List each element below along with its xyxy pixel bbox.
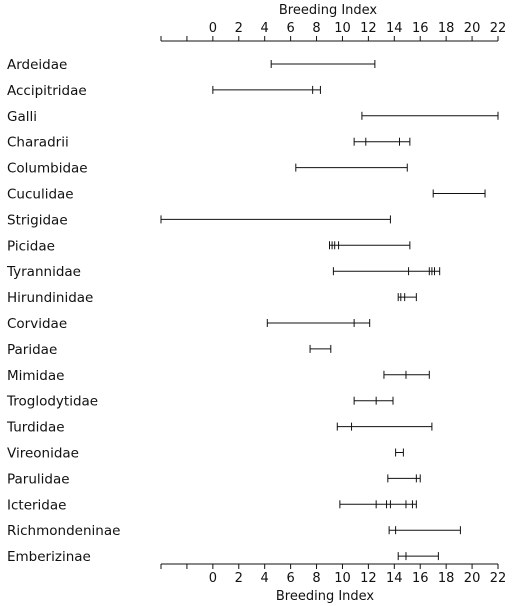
family-row: Galli — [7, 109, 499, 125]
family-row: Accipitridae — [7, 83, 321, 99]
family-label: Strigidae — [7, 212, 68, 228]
bottom-tick-label: 20 — [464, 571, 481, 586]
family-label: Hirundinidae — [7, 290, 93, 306]
family-label: Mimidae — [7, 368, 64, 384]
top-tick-label: 12 — [360, 21, 377, 36]
family-row: Tyrannidae — [6, 264, 441, 280]
family-row: Strigidae — [7, 212, 391, 228]
family-label: Vireonidae — [7, 446, 79, 462]
family-row: Richmondeninae — [7, 523, 461, 539]
bottom-tick-label: 12 — [360, 571, 377, 586]
bottom-tick-label: 6 — [286, 571, 294, 586]
bottom-tick-label: 8 — [312, 571, 320, 586]
family-row: Charadrii — [7, 135, 411, 151]
bottom-tick-label: 4 — [261, 571, 269, 586]
family-row: Picidae — [7, 238, 411, 254]
family-row: Columbidae — [7, 161, 408, 177]
family-label: Charadrii — [7, 135, 69, 151]
family-label: Icteridae — [7, 497, 66, 513]
family-row: Mimidae — [7, 368, 430, 384]
family-rows: Ardeidae Accipitridae Galli Charadrii Columb… — [6, 57, 499, 565]
family-label: Troglodytidae — [6, 394, 98, 410]
bottom-tick-label: 18 — [438, 571, 455, 586]
family-label: Corvidae — [7, 316, 67, 332]
family-label: Columbidae — [7, 161, 88, 177]
top-tick-label: 2 — [235, 21, 243, 36]
family-label: Cuculidae — [7, 187, 74, 203]
top-tick-label: 16 — [412, 21, 429, 36]
bottom-tick-label: 0 — [209, 571, 217, 586]
family-label: Accipitridae — [7, 83, 87, 99]
family-label: Parulidae — [7, 471, 70, 487]
top-tick-label: 20 — [464, 21, 481, 36]
top-axis: 0 2 4 6 8 10 12 14 16 18 20 22 — [160, 21, 507, 42]
bottom-tick-label: 2 — [235, 571, 243, 586]
family-row: Cuculidae — [7, 187, 486, 203]
top-axis-title: Breeding Index — [279, 3, 378, 18]
top-tick-label: 10 — [334, 21, 351, 36]
family-row: Turdidae — [6, 420, 433, 436]
family-row: Troglodytidae — [6, 394, 394, 410]
top-tick-label: 18 — [438, 21, 455, 36]
family-row: Paridae — [7, 342, 332, 358]
bottom-tick-label: 22 — [490, 571, 507, 586]
family-row: Hirundinidae — [7, 290, 417, 306]
family-row: Vireonidae — [7, 446, 404, 462]
family-row: Ardeidae — [7, 57, 376, 73]
top-tick-label: 22 — [490, 21, 507, 36]
top-tick-label: 0 — [209, 21, 217, 36]
top-tick-label: 8 — [312, 21, 320, 36]
family-row: Corvidae — [7, 316, 371, 332]
top-tick-label: 4 — [261, 21, 269, 36]
bottom-axis-title: Breeding Index — [276, 589, 375, 604]
bottom-tick-label: 16 — [412, 571, 429, 586]
family-label: Turdidae — [6, 420, 65, 436]
bottom-tick-label: 10 — [334, 571, 351, 586]
top-tick-label: 6 — [286, 21, 294, 36]
family-label: Picidae — [7, 238, 55, 254]
top-tick-label: 14 — [386, 21, 403, 36]
family-label: Tyrannidae — [6, 264, 81, 280]
bottom-axis: 0 2 4 6 8 10 12 14 16 18 20 22 — [160, 563, 507, 586]
bottom-tick-label: 14 — [386, 571, 403, 586]
family-label: Richmondeninae — [7, 523, 120, 539]
family-label: Ardeidae — [7, 57, 67, 73]
family-label: Paridae — [7, 342, 57, 358]
family-label: Galli — [7, 109, 37, 125]
family-row: Emberizinae — [7, 549, 439, 565]
family-row: Parulidae — [7, 471, 421, 487]
family-row: Icteridae — [7, 497, 417, 513]
family-label: Emberizinae — [7, 549, 91, 565]
